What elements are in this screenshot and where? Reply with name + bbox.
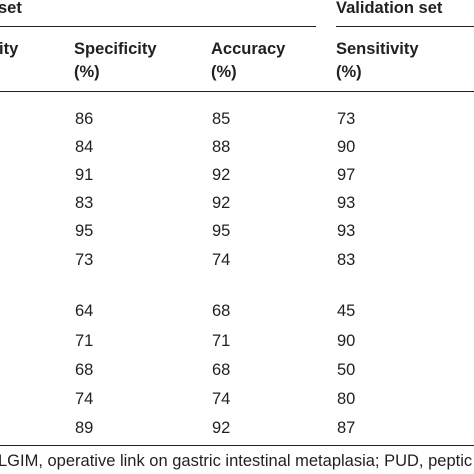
table-cell-specificity: 86 <box>75 110 94 128</box>
table-cell-sensitivity: 93 <box>337 222 356 240</box>
table-cell-accuracy: 88 <box>212 138 231 156</box>
table-cell-accuracy: 95 <box>212 222 231 240</box>
table-cell-accuracy: 92 <box>212 166 231 184</box>
table-cell-specificity: 71 <box>75 332 94 350</box>
table-cell-sensitivity: 73 <box>337 110 356 128</box>
table-cell-accuracy: 74 <box>212 251 231 269</box>
table-cell-accuracy: 68 <box>212 361 231 379</box>
validation-set-group-header: Validation set <box>336 0 443 17</box>
column-header-specificity: Specificity (%) <box>74 40 157 81</box>
table-cell-sensitivity: 90 <box>337 138 356 156</box>
table-cell-sensitivity: 50 <box>337 361 356 379</box>
training-set-group-header: set <box>0 0 22 17</box>
training-set-rule <box>0 26 316 27</box>
column-header-rule <box>0 91 474 92</box>
validation-set-rule <box>336 26 474 27</box>
table-cell-accuracy: 92 <box>212 194 231 212</box>
table-footnote: LGIM, operative link on gastric intestin… <box>0 452 474 470</box>
table-bottom-rule <box>0 445 474 446</box>
table-cell-specificity: 73 <box>75 251 94 269</box>
column-header-sensitivity: Sensitivity (%) <box>336 40 419 81</box>
table-cell-specificity: 74 <box>75 390 94 408</box>
table-cell-sensitivity: 93 <box>337 194 356 212</box>
table-cell-specificity: 68 <box>75 361 94 379</box>
table-cell-specificity: 83 <box>75 194 94 212</box>
table-cell-specificity: 95 <box>75 222 94 240</box>
table-cell-accuracy: 68 <box>212 302 231 320</box>
column-header-sensitivity-partial: ity <box>0 40 19 58</box>
table-cell-sensitivity: 90 <box>337 332 356 350</box>
table-cell-accuracy: 74 <box>212 390 231 408</box>
table-cell-specificity: 84 <box>75 138 94 156</box>
table-cell-sensitivity: 80 <box>337 390 356 408</box>
table-cell-accuracy: 92 <box>212 419 231 437</box>
table-cell-specificity: 89 <box>75 419 94 437</box>
table-cell-sensitivity: 97 <box>337 166 356 184</box>
table-cell-sensitivity: 87 <box>337 419 356 437</box>
column-header-accuracy: Accuracy (%) <box>211 40 286 81</box>
table-cell-sensitivity: 83 <box>337 251 356 269</box>
table-cell-specificity: 91 <box>75 166 94 184</box>
table-cell-accuracy: 85 <box>212 110 231 128</box>
table-cell-accuracy: 71 <box>212 332 231 350</box>
table-cell-sensitivity: 45 <box>337 302 356 320</box>
table-cell-specificity: 64 <box>75 302 94 320</box>
